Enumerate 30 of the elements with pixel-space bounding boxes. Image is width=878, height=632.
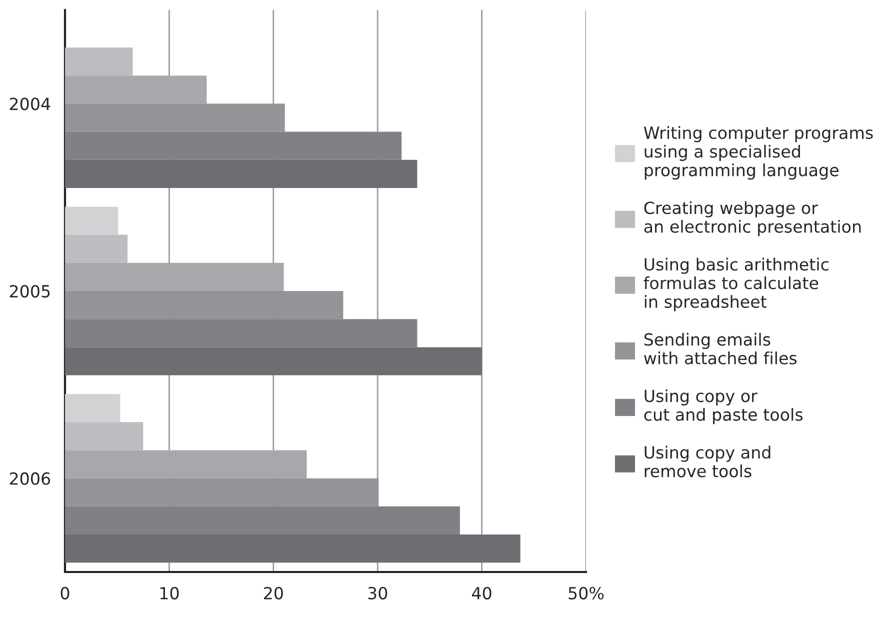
bar bbox=[65, 291, 344, 320]
x-tick-label: 40 bbox=[472, 586, 492, 600]
x-tick-label: 20 bbox=[264, 586, 283, 600]
bar bbox=[65, 160, 418, 188]
legend-label: Creating webpage or an electronic presentation bbox=[644, 201, 861, 236]
y-tick-label: 2004 bbox=[10, 98, 50, 110]
bar bbox=[65, 506, 460, 535]
bar bbox=[65, 262, 284, 291]
bar bbox=[65, 450, 307, 478]
bar bbox=[65, 394, 120, 422]
y-tick-label: 2005 bbox=[10, 284, 50, 298]
bar bbox=[65, 206, 118, 235]
bar bbox=[65, 76, 207, 104]
bar bbox=[65, 132, 402, 160]
legend-label: Using basic arithmetic formulas to calculate in spreadsheet bbox=[644, 258, 828, 312]
x-tick-label: 30 bbox=[368, 586, 388, 600]
bar bbox=[65, 347, 482, 376]
x-tick-label: 50% bbox=[568, 586, 604, 600]
legend-label: Using copy and remove tools bbox=[644, 446, 770, 478]
y-tick-label: 2006 bbox=[10, 472, 50, 485]
bar bbox=[65, 234, 128, 263]
bar bbox=[65, 422, 144, 450]
bar bbox=[65, 47, 133, 76]
legend-label: Writing computer programs using a specialised programming language bbox=[644, 126, 873, 180]
bar bbox=[65, 534, 520, 563]
legend-label: Using copy or cut and paste tools bbox=[644, 389, 803, 424]
legend-label: Sending emails with attached files bbox=[644, 332, 797, 364]
x-tick-label: 10 bbox=[160, 586, 179, 600]
bar bbox=[65, 319, 418, 348]
x-tick-label: 0 bbox=[60, 586, 70, 600]
